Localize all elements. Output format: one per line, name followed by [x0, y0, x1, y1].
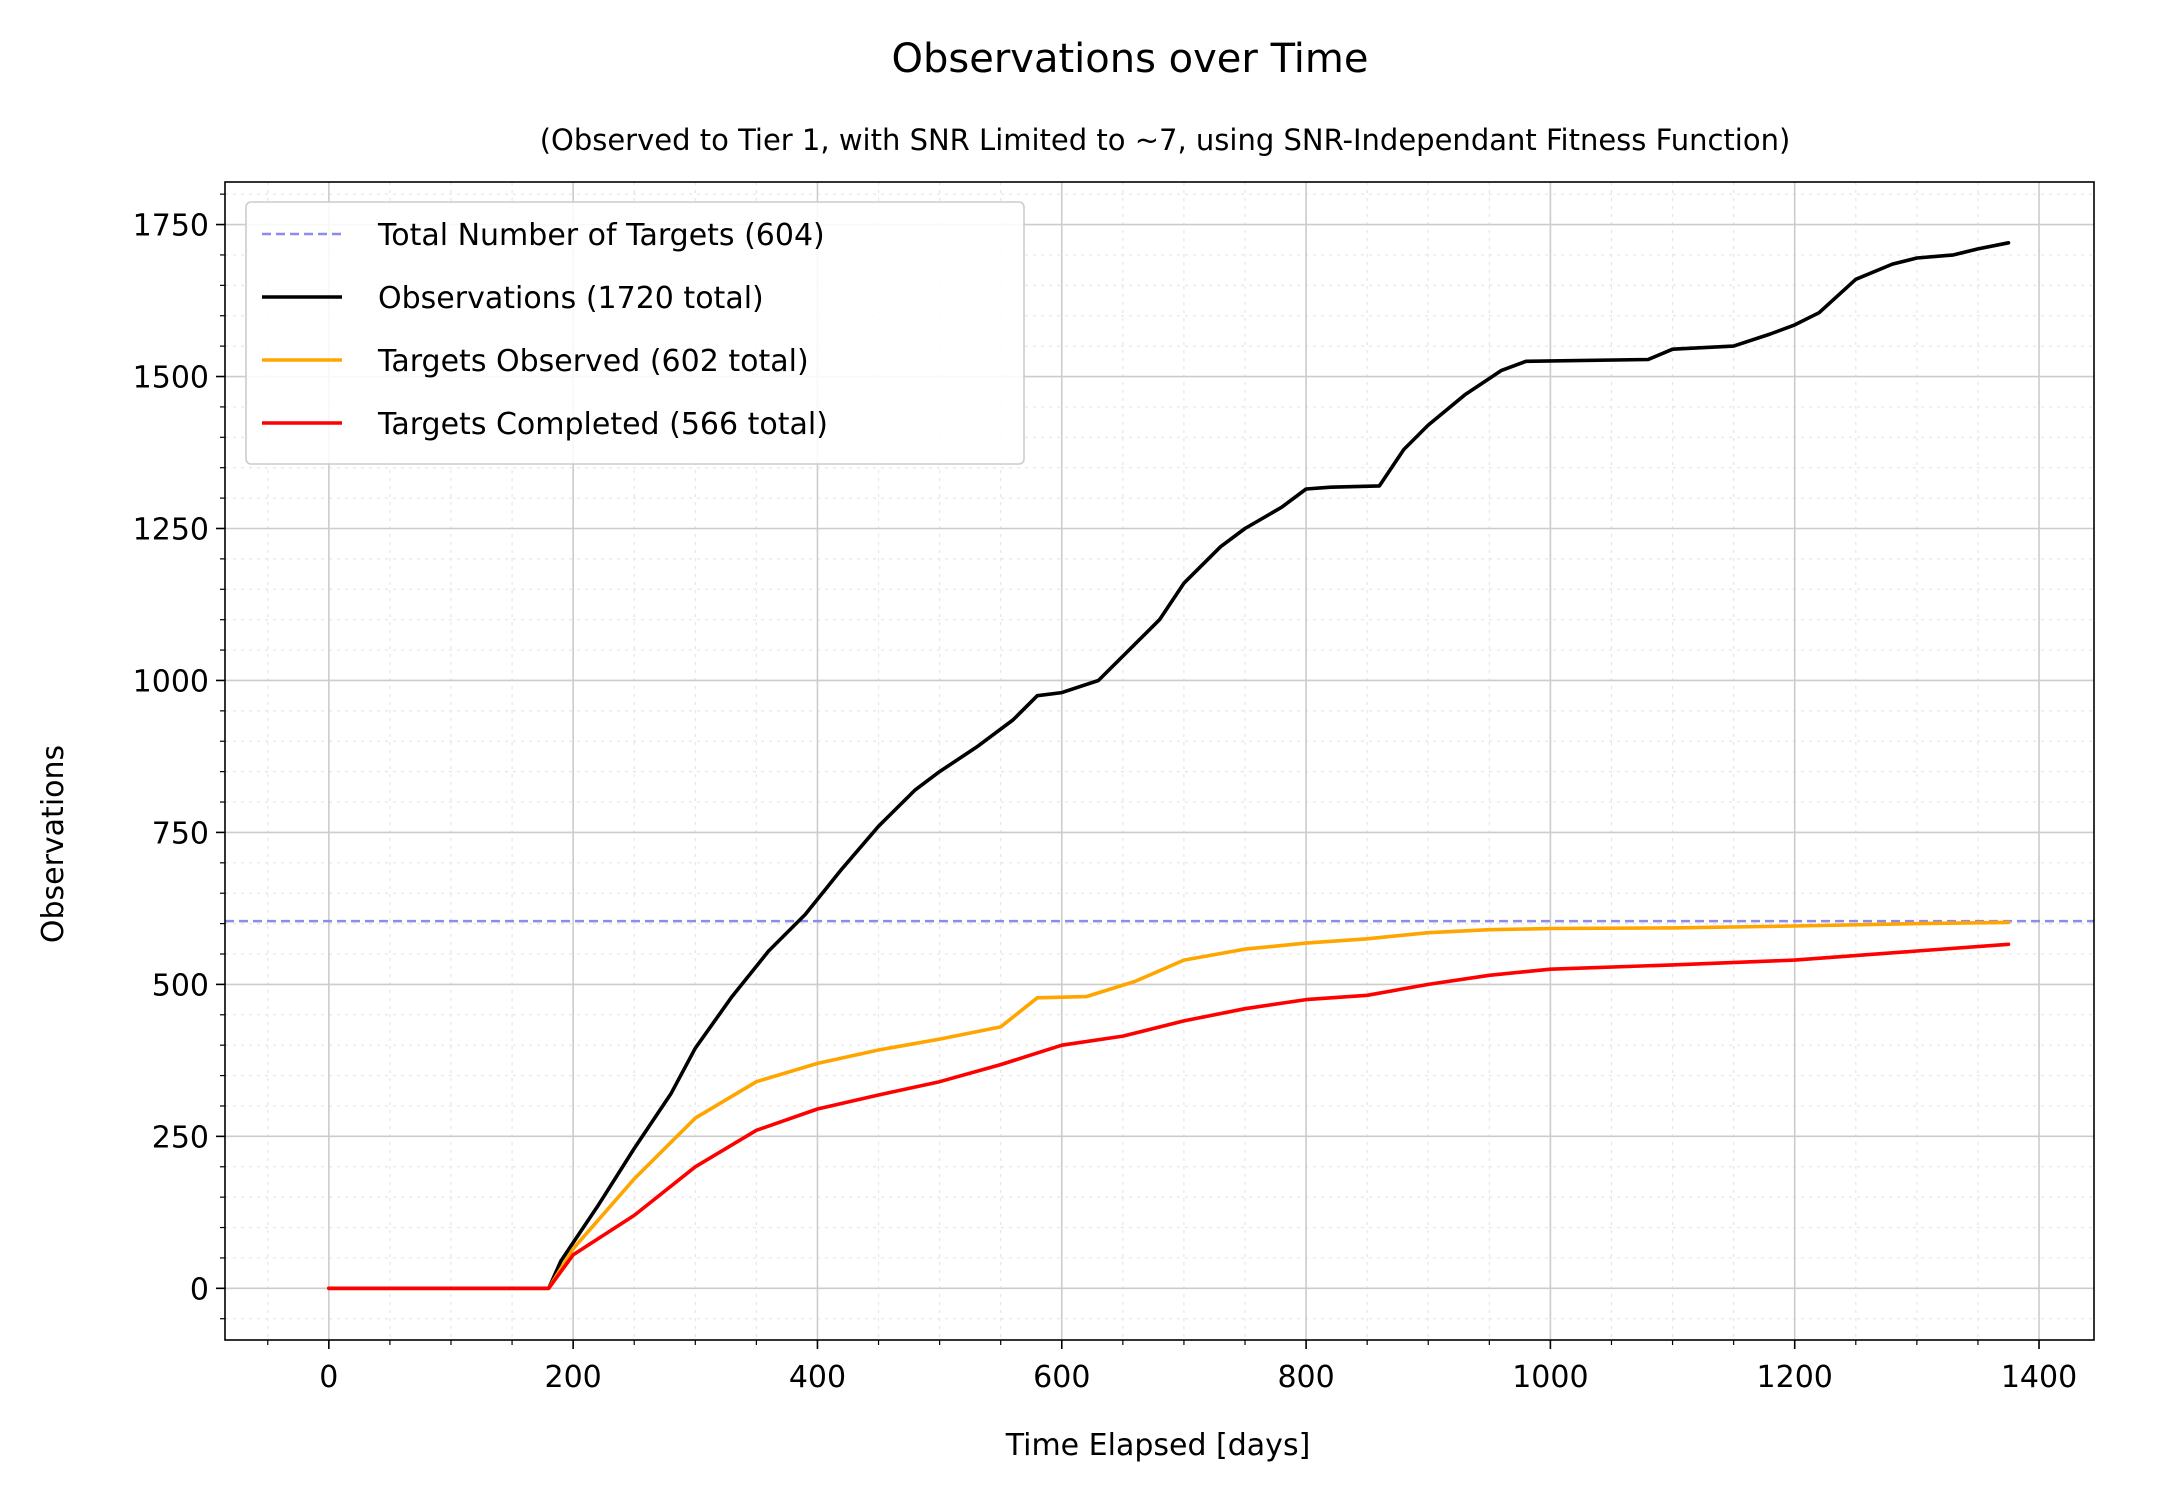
x-tick-label: 600: [1033, 1360, 1090, 1395]
plot-frame: [224, 181, 2095, 1341]
x-tick-label: 200: [545, 1360, 602, 1395]
y-tick-label: 750: [152, 816, 209, 851]
chart-subtitle: (Observed to Tier 1, with SNR Limited to…: [540, 123, 1791, 157]
y-axis-label: Observations: [36, 745, 71, 943]
series-line-2: [326, 920, 2011, 1291]
series-line-1: [326, 241, 2011, 1291]
x-tick-label: 1200: [1757, 1360, 1833, 1395]
x-tick-label: 0: [319, 1360, 338, 1395]
legend-label-reference: Total Number of Targets (604): [377, 218, 825, 253]
x-tick-label: 800: [1277, 1360, 1334, 1395]
y-tick-label: 1500: [133, 361, 209, 396]
legend-label-series-3: Targets Completed (566 total): [377, 407, 828, 442]
y-tick-label: 1000: [133, 664, 209, 699]
y-tick-label: 0: [190, 1272, 209, 1307]
y-tick-label: 1750: [133, 209, 209, 244]
chart-title: Observations over Time: [892, 36, 1369, 82]
legend: Total Number of Targets (604) Observation…: [245, 201, 1025, 465]
ticks: 0 200 400 600 800 1000 1200 1400 0 250 500 750 1000 1…: [133, 193, 2077, 1395]
legend-box: [245, 201, 1025, 465]
y-tick-label: 250: [152, 1120, 209, 1155]
x-tick-label: 1000: [1512, 1360, 1588, 1395]
x-tick-label: 1400: [2001, 1360, 2077, 1395]
y-tick-label: 500: [152, 968, 209, 1003]
legend-label-series-2: Targets Observed (602 total): [377, 344, 809, 379]
y-tick-label: 1250: [133, 512, 209, 547]
x-tick-label: 400: [789, 1360, 846, 1395]
x-axis-label: Time Elapsed [days]: [1005, 1428, 1311, 1463]
series-line-3: [326, 942, 2011, 1291]
legend-label-series-1: Observations (1720 total): [378, 281, 764, 316]
